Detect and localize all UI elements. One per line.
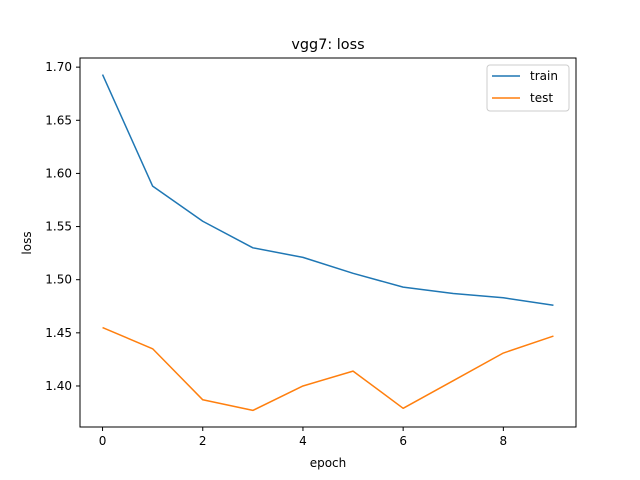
y-axis-title: loss [20,231,34,254]
legend-label: train [530,69,558,83]
y-tick-label: 1.60 [45,166,72,180]
x-tick-label: 8 [500,434,508,448]
legend-label: test [530,91,553,105]
x-axis-title: epoch [310,456,347,470]
y-tick-label: 1.55 [45,220,72,234]
y-tick-label: 1.45 [45,326,72,340]
axes-frame [79,57,577,428]
y-axis: 1.40 1.45 1.50 1.55 1.60 1.65 1.70 [45,60,80,393]
x-tick-label: 6 [399,434,407,448]
y-tick-label: 1.65 [45,113,72,127]
y-tick-label: 1.40 [45,379,72,393]
x-tick-label: 4 [299,434,307,448]
y-tick-label: 1.50 [45,273,72,287]
x-tick-label: 2 [199,434,207,448]
y-tick-label: 1.70 [45,60,72,74]
x-tick-label: 0 [99,434,107,448]
chart-title: vgg7: loss [291,37,364,53]
plot-area [79,57,577,428]
legend: train test [486,64,570,112]
x-axis: 0 2 4 6 8 [99,427,507,448]
series-layer [101,74,554,412]
series-line-train [101,74,554,306]
series-line-test [102,326,554,412]
